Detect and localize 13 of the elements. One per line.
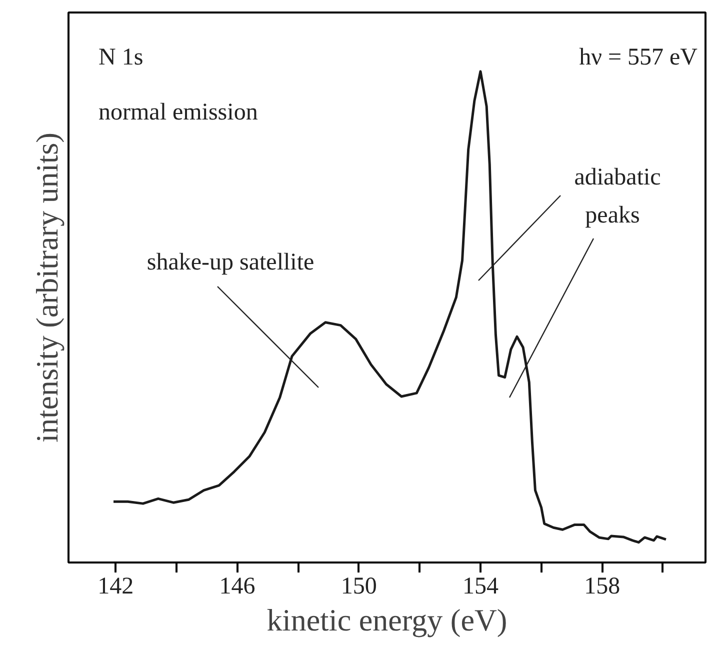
annotation: normal emission (98, 100, 258, 126)
annotation: adiabatic (574, 164, 661, 190)
x-tick-label: 154 (462, 574, 498, 600)
annotation: shake-up satellite (146, 250, 314, 276)
x-tick-label: 158 (584, 574, 620, 600)
x-axis-title: kinetic energy (eV) (266, 602, 508, 638)
annotation: peaks (585, 202, 640, 228)
text: N 1s (98, 44, 144, 70)
text: hν = 557 eV (579, 44, 698, 70)
x-tick-label: 150 (340, 574, 377, 600)
y-axis-title: intensity (arbitrary units) (30, 132, 64, 442)
x-tick-label: 146 (219, 574, 256, 600)
x-tick-label: 142 (98, 574, 134, 600)
